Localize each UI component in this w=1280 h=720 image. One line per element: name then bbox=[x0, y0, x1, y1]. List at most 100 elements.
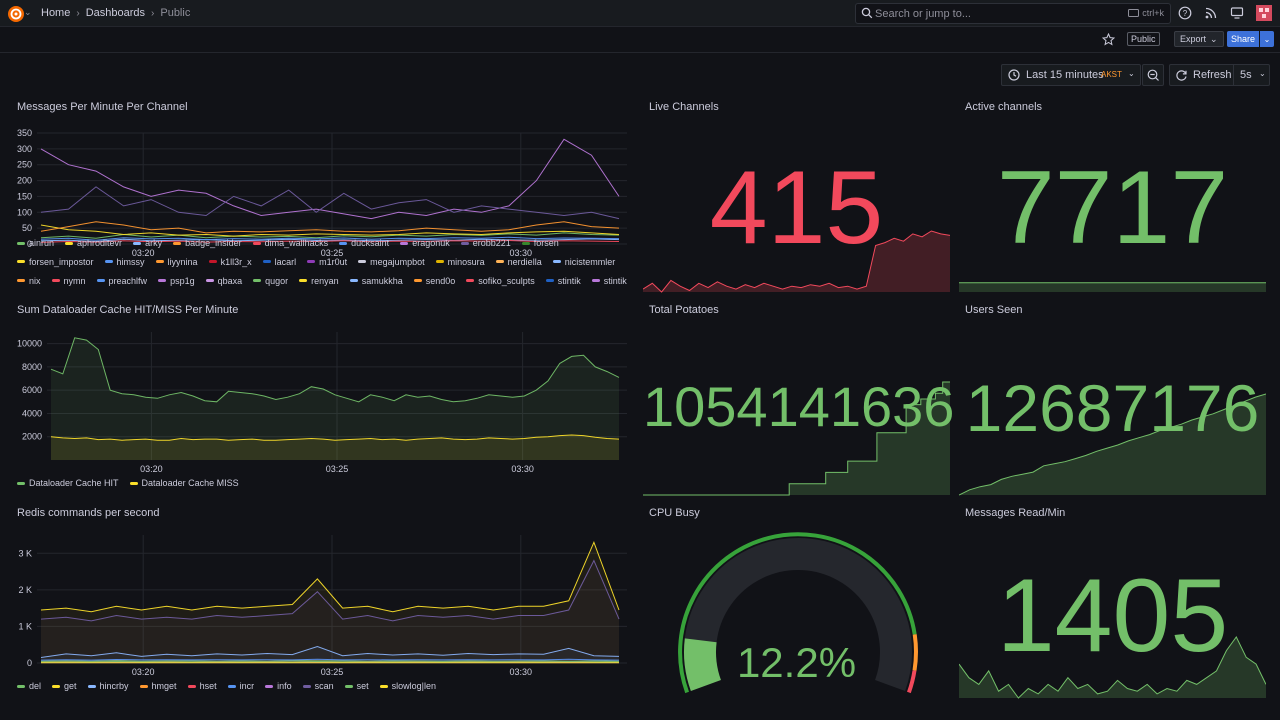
redis-commands-chart[interactable]: 0 1 K 2 K 3 K 03:20 03:25 03:30 bbox=[17, 529, 629, 679]
legend-item[interactable]: aphroditevr bbox=[65, 236, 122, 251]
series-line bbox=[40, 186, 620, 220]
legend-item[interactable]: m1r0ut bbox=[307, 255, 347, 270]
legend-swatch bbox=[52, 684, 61, 688]
panel-users-seen[interactable]: Users Seen 12687176 bbox=[959, 304, 1266, 496]
legend-item[interactable]: megajumpbot bbox=[358, 255, 425, 270]
zoom-out-button[interactable] bbox=[1142, 64, 1164, 86]
legend-item[interactable]: eragonuk bbox=[400, 236, 450, 251]
legend-item[interactable]: minosura bbox=[435, 255, 485, 270]
panel-title: Redis commands per second bbox=[17, 507, 160, 519]
legend-item[interactable]: renyan bbox=[299, 273, 339, 288]
legend-item[interactable]: lacarl bbox=[262, 255, 296, 270]
legend-item[interactable]: ainrun bbox=[17, 236, 54, 251]
panel-cpu-busy[interactable]: CPU Busy 12.2% bbox=[643, 507, 950, 699]
legend-label: nymn bbox=[63, 275, 86, 286]
legend-swatch bbox=[252, 241, 261, 245]
legend-item[interactable]: slowlog|len bbox=[379, 678, 436, 694]
legend-item[interactable]: stintik bbox=[591, 273, 627, 288]
series-line bbox=[40, 236, 620, 241]
legend-item[interactable]: set bbox=[344, 678, 369, 694]
breadcrumb-dashboards[interactable]: Dashboards bbox=[85, 7, 146, 19]
legend-item[interactable]: samukkha bbox=[349, 273, 403, 288]
panel-active-channels[interactable]: Active channels 7717 bbox=[959, 101, 1266, 293]
legend-item[interactable]: hincrby bbox=[87, 678, 129, 694]
refresh-interval[interactable]: 5s bbox=[1240, 69, 1252, 81]
grafana-logo-icon[interactable] bbox=[7, 5, 25, 23]
gauge-threshold-red bbox=[907, 670, 917, 694]
legend-item[interactable]: info bbox=[265, 678, 292, 694]
monitor-icon[interactable] bbox=[1230, 6, 1244, 20]
legend-item[interactable]: nerdiella bbox=[495, 255, 542, 270]
legend-item[interactable]: sofiko_sculpts bbox=[466, 273, 535, 288]
legend-item[interactable]: del bbox=[17, 678, 41, 694]
legend-item[interactable]: incr bbox=[227, 678, 254, 694]
legend-item[interactable]: liyynina bbox=[155, 255, 198, 270]
legend-swatch bbox=[129, 481, 138, 485]
legend-item[interactable]: qbaxa bbox=[205, 273, 242, 288]
legend-item[interactable]: preachlfw bbox=[96, 273, 147, 288]
legend-item[interactable]: nymn bbox=[51, 273, 86, 288]
legend-item[interactable]: nix bbox=[17, 273, 41, 288]
breadcrumb-home[interactable]: Home bbox=[41, 7, 71, 19]
refresh-button[interactable]: Refresh 5s ⌄ bbox=[1169, 64, 1270, 86]
legend-item[interactable]: psp1g bbox=[158, 273, 195, 288]
legend-swatch bbox=[17, 481, 25, 485]
series-line bbox=[40, 239, 620, 243]
legend-swatch bbox=[265, 684, 274, 688]
legend-item[interactable]: forsen_impostor bbox=[17, 255, 94, 270]
legend-item[interactable]: badge_insider bbox=[173, 236, 242, 251]
panel-total-potatoes[interactable]: Total Potatoes 1054141636 bbox=[643, 304, 954, 496]
panel-title: CPU Busy bbox=[649, 507, 700, 519]
panel-messages-read[interactable]: Messages Read/Min 1405 bbox=[959, 507, 1266, 699]
legend-label: send0o bbox=[425, 275, 456, 286]
legend-item[interactable]: hmget bbox=[139, 678, 177, 694]
search-input[interactable]: Search or jump to... ctrl+k bbox=[855, 3, 1171, 24]
legend-swatch bbox=[435, 260, 444, 264]
legend-item[interactable]: k1ll3r_x bbox=[208, 255, 252, 270]
legend-item[interactable]: arky bbox=[133, 236, 162, 251]
share-options-button[interactable]: ⌄ bbox=[1260, 31, 1274, 47]
legend-item[interactable]: nicistemmler bbox=[552, 255, 615, 270]
legend-swatch bbox=[413, 279, 422, 283]
legend-swatch bbox=[187, 684, 196, 688]
legend-item[interactable]: send0o bbox=[413, 273, 456, 288]
messages-per-minute-chart[interactable]: 0 50 100 150 200 250 300 350 03:20 03:25 03:30 bbox=[17, 125, 629, 260]
keyboard-shortcut: ctrl+k bbox=[1128, 8, 1164, 18]
help-icon[interactable]: ? bbox=[1178, 6, 1192, 20]
legend-item[interactable]: ducksaint bbox=[339, 236, 389, 251]
export-button[interactable]: Export ⌄ bbox=[1174, 31, 1224, 47]
panel-dataloader-cache[interactable]: Sum Dataloader Cache HIT/MISS Per Minute… bbox=[17, 304, 629, 494]
rss-icon[interactable] bbox=[1204, 6, 1218, 20]
x-tick-label: 03:25 bbox=[321, 667, 344, 677]
y-tick-label: 200 bbox=[17, 176, 32, 186]
legend-item[interactable]: stintik bbox=[545, 273, 581, 288]
legend-item[interactable]: dima_wallhacks bbox=[252, 236, 328, 251]
share-button[interactable]: Share bbox=[1227, 31, 1259, 47]
legend-item[interactable]: Dataloader Cache MISS bbox=[129, 475, 239, 491]
x-tick-label: 03:30 bbox=[510, 667, 533, 677]
legend-item[interactable]: get bbox=[52, 678, 77, 694]
legend-item[interactable]: forsen bbox=[521, 236, 559, 251]
chevron-down-icon[interactable]: ⌄ bbox=[24, 7, 32, 17]
legend-item[interactable]: qugor bbox=[253, 273, 288, 288]
series-area bbox=[41, 542, 619, 663]
legend-item[interactable]: hset bbox=[187, 678, 217, 694]
refresh-label: Refresh bbox=[1193, 69, 1232, 81]
dataloader-cache-chart[interactable]: 2000 4000 6000 8000 10000 03:20 03:25 03:30 bbox=[17, 326, 629, 476]
panel-live-channels[interactable]: Live Channels 415 bbox=[643, 101, 950, 293]
panel-messages-per-minute[interactable]: Messages Per Minute Per Channel 0 50 100 15… bbox=[17, 101, 629, 291]
time-range-picker[interactable]: Last 15 minutes AKST ⌄ bbox=[1001, 64, 1141, 86]
stat-value: 7717 bbox=[996, 150, 1229, 266]
legend-label: hset bbox=[199, 681, 217, 691]
panel-redis-commands[interactable]: Redis commands per second 0 1 K 2 K 3 K 03:2… bbox=[17, 507, 629, 697]
legend-item[interactable]: himssy bbox=[104, 255, 145, 270]
user-avatar-icon bbox=[1256, 5, 1272, 21]
legend-item[interactable]: scan bbox=[302, 678, 334, 694]
legend-label: samukkha bbox=[361, 275, 403, 286]
legend-item[interactable]: erobb221 bbox=[460, 236, 511, 251]
avatar[interactable] bbox=[1256, 5, 1272, 21]
star-icon[interactable] bbox=[1102, 33, 1115, 46]
sparkline-area bbox=[959, 637, 1266, 698]
breadcrumb: Home › Dashboards › Public bbox=[41, 7, 190, 19]
legend-item[interactable]: Dataloader Cache HIT bbox=[17, 475, 119, 491]
